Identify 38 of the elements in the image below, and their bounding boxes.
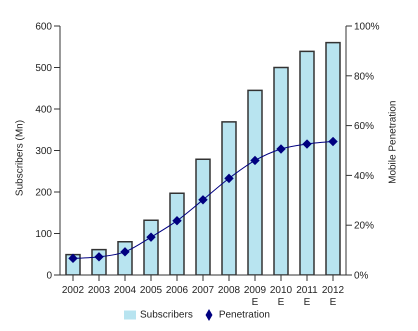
legend-label: Subscribers [140, 310, 193, 321]
point [276, 144, 286, 154]
x-tick-label: 2012 E [322, 285, 345, 308]
y-tick-label: 100 [35, 229, 52, 240]
x-tick-label: 2011 E [296, 285, 318, 308]
y2-tick-label: 60% [354, 121, 374, 132]
point [302, 140, 312, 149]
y2-axis-title: Mobile Penetration [388, 100, 399, 184]
point [172, 216, 182, 226]
y-tick-label: 300 [35, 146, 52, 157]
point [328, 137, 338, 146]
x-tick-label: 2005 [140, 285, 163, 296]
y2-tick-label: 20% [354, 220, 374, 232]
x-tick-label: 2002 [62, 285, 85, 296]
point [146, 232, 156, 242]
y-tick-label: 600 [35, 22, 52, 32]
y2-tick-label: 0% [354, 270, 369, 282]
y-tick-label: 0 [46, 270, 52, 282]
x-tick-label: 2007 [192, 285, 215, 296]
y-tick-label: 400 [35, 104, 52, 116]
point [250, 156, 260, 165]
point [198, 195, 208, 204]
x-tick-label: 2008 [218, 285, 241, 296]
point [120, 247, 130, 256]
point [68, 254, 78, 263]
y-tick-label: 500 [35, 63, 52, 74]
x-tick-label: 2009 E [244, 285, 267, 308]
y-tick-label: 200 [35, 188, 52, 198]
x-tick-label: 2003 [88, 285, 111, 296]
point [224, 174, 234, 183]
y2-tick-label: 100% [354, 22, 380, 32]
legend-label: Penetration [218, 310, 270, 321]
y2-tick-label: 80% [354, 71, 374, 82]
x-tick-label: 2010 E [270, 285, 293, 308]
x-tick-label: 2004 [114, 285, 137, 296]
y2-tick-label: 40% [354, 170, 374, 182]
y-axis-title: Subscribers (Mn) [14, 120, 26, 196]
x-tick-label: 2006 [166, 285, 189, 296]
